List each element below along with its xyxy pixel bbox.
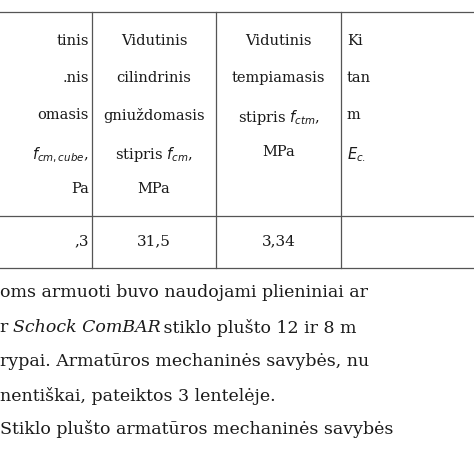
Text: 3,34: 3,34 [262, 235, 295, 249]
Text: ,3: ,3 [74, 235, 89, 249]
Text: stipris $f_{cm}$,: stipris $f_{cm}$, [115, 145, 193, 164]
Text: r: r [0, 319, 14, 336]
Text: Vidutinis: Vidutinis [121, 34, 187, 48]
Text: cilindrinis: cilindrinis [117, 71, 191, 85]
Text: MPa: MPa [137, 182, 171, 196]
Text: .nis: .nis [62, 71, 89, 85]
Text: tempiamasis: tempiamasis [232, 71, 325, 85]
Text: Ki: Ki [347, 34, 363, 48]
Text: tinis: tinis [56, 34, 89, 48]
Text: stipris $f_{ctm}$,: stipris $f_{ctm}$, [237, 108, 319, 127]
Text: stiklo plušto 12 ir 8 m: stiklo plušto 12 ir 8 m [158, 319, 356, 337]
Text: oms armuoti buvo naudojami plieniniai ar: oms armuoti buvo naudojami plieniniai ar [0, 284, 368, 301]
Text: 31,5: 31,5 [137, 235, 171, 249]
Text: m: m [347, 108, 361, 122]
Text: omasis: omasis [37, 108, 89, 122]
Text: Stiklo plušto armatūros mechaninės savybės: Stiklo plušto armatūros mechaninės savyb… [0, 420, 393, 438]
Text: $f_{cm,cube}$,: $f_{cm,cube}$, [32, 145, 89, 164]
Text: MPa: MPa [262, 145, 295, 159]
Text: Pa: Pa [71, 182, 89, 196]
Text: Vidutinis: Vidutinis [245, 34, 312, 48]
Text: $E_{c.}$: $E_{c.}$ [347, 145, 366, 164]
Text: gniuždomasis: gniuždomasis [103, 108, 205, 123]
Text: rypai. Armatūros mechaninės savybės, nu: rypai. Armatūros mechaninės savybės, nu [0, 353, 369, 370]
Text: nentiškai, pateiktos 3 lentelėje.: nentiškai, pateiktos 3 lentelėje. [0, 387, 275, 405]
Text: tan: tan [347, 71, 371, 85]
Text: Schock ComBAR: Schock ComBAR [13, 319, 161, 336]
